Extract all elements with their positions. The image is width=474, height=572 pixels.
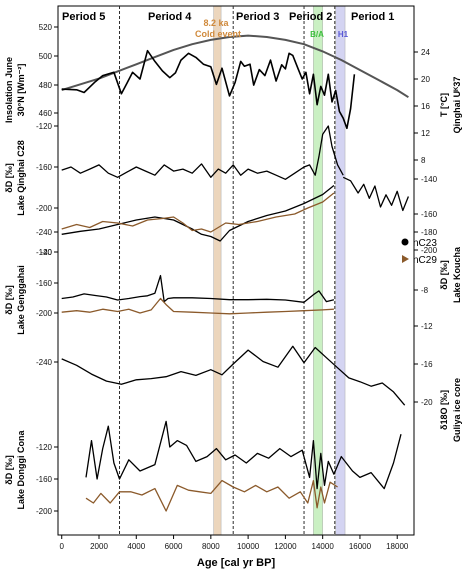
period-5-label: Period 5 — [62, 11, 105, 23]
insolation-axis-label2: 30°N [Wm⁻²] — [16, 64, 26, 117]
x-tick-label: 16000 — [349, 542, 372, 551]
x-axis-label: Age [cal yr BP] — [197, 557, 276, 569]
event-82ka-label: 8.2 ka — [203, 18, 229, 28]
left-tick-label: -160 — [36, 279, 53, 288]
right-tick-label: -140 — [421, 175, 438, 184]
left-tick-label: -160 — [36, 475, 53, 484]
period-3-label: Period 3 — [236, 11, 279, 23]
series-qinghai_c28 — [61, 125, 344, 180]
left-tick-label: 520 — [39, 23, 53, 32]
event-h1-label: H1 — [338, 30, 349, 39]
left-tick-label: -240 — [36, 358, 53, 367]
series-qinghai_uk37 — [61, 49, 356, 130]
donggi-axis-label: δD [‰] — [4, 455, 14, 484]
right-tick-label: -200 — [421, 246, 438, 255]
left-tick-label: -200 — [36, 507, 53, 516]
right-tick-label: 20 — [421, 75, 430, 84]
legend-nc29-marker — [402, 255, 409, 263]
series-koucha — [342, 176, 410, 212]
period-2-label: Period 2 — [289, 11, 332, 23]
x-tick-label: 4000 — [127, 542, 145, 551]
x-tick-label: 0 — [60, 542, 65, 551]
x-tick-label: 2000 — [90, 542, 108, 551]
series-insolation — [61, 34, 409, 99]
left-tick-label: -40 — [40, 248, 52, 257]
period-1-label: Period 1 — [351, 11, 394, 23]
legend-nc29-label: nC29 — [413, 255, 437, 266]
series-guliya — [61, 345, 406, 406]
right-tick-label: 8 — [421, 156, 426, 165]
legend-nc23-marker — [401, 238, 409, 246]
genggahai-axis-label: δD [‰] — [4, 285, 14, 314]
series-genggahai_upper_c23 — [61, 184, 335, 242]
x-tick-label: 6000 — [165, 542, 183, 551]
left-tick-label: 480 — [39, 81, 53, 90]
series-donggi_c29 — [85, 479, 338, 512]
x-tick-label: 14000 — [312, 542, 335, 551]
right-tick-label: -180 — [421, 228, 438, 237]
right-tick-label: -12 — [421, 322, 433, 331]
series-genggahai_c23 — [61, 274, 335, 303]
event-ba-label: B/A — [310, 30, 324, 39]
right-tick-label: -16 — [421, 360, 433, 369]
left-tick-label: -120 — [36, 248, 53, 257]
series-genggahai_upper_c29 — [61, 192, 335, 233]
qinghai-c28-axis-label: δD [‰] — [4, 163, 14, 192]
left-tick-label: -200 — [36, 309, 53, 318]
event-band-0 — [213, 5, 222, 536]
koucha-axis-label2: Lake Koucha — [452, 246, 462, 303]
left-tick-label: -240 — [36, 228, 53, 237]
donggi-axis-label2: Lake Donggi Cona — [16, 430, 26, 510]
uk37-axis-label2: Qinghai Uᴷ37 — [452, 77, 462, 134]
legend-nc23-label: nC23 — [413, 238, 437, 249]
left-tick-label: 460 — [39, 109, 53, 118]
series-donggi_c23 — [85, 420, 402, 490]
insolation-axis-label: Insolation June — [4, 57, 14, 123]
left-tick-label: -160 — [36, 163, 53, 172]
uk37-axis-label: T [°C] — [439, 93, 449, 117]
genggahai-axis-label2: Lake Genggahai — [16, 265, 26, 335]
x-tick-label: 12000 — [274, 542, 297, 551]
right-tick-label: 12 — [421, 129, 430, 138]
guliya-axis-label2: Guliya ice core — [452, 378, 462, 442]
right-tick-label: -20 — [421, 398, 433, 407]
left-tick-label: -200 — [36, 204, 53, 213]
right-tick-label: 24 — [421, 48, 430, 57]
event-band-2 — [335, 5, 346, 536]
left-tick-label: -120 — [36, 443, 53, 452]
qinghai-c28-axis-label2: Lake Qinghai C28 — [16, 140, 26, 216]
left-tick-label: 500 — [39, 52, 53, 61]
series-genggahai_c29 — [61, 297, 334, 315]
plot-frame — [57, 5, 415, 536]
period-4-label: Period 4 — [148, 11, 192, 23]
left-tick-label: -120 — [36, 122, 53, 131]
x-tick-label: 8000 — [202, 542, 220, 551]
event-82ka-label2: Cold event — [195, 29, 241, 39]
right-tick-label: 16 — [421, 102, 430, 111]
guliya-axis-label: δ18O [‰] — [439, 390, 449, 430]
right-tick-label: -160 — [421, 210, 438, 219]
x-tick-label: 18000 — [386, 542, 409, 551]
koucha-axis-label: δD [‰] — [439, 260, 449, 289]
right-tick-label: -8 — [421, 286, 429, 295]
x-tick-label: 10000 — [237, 542, 260, 551]
